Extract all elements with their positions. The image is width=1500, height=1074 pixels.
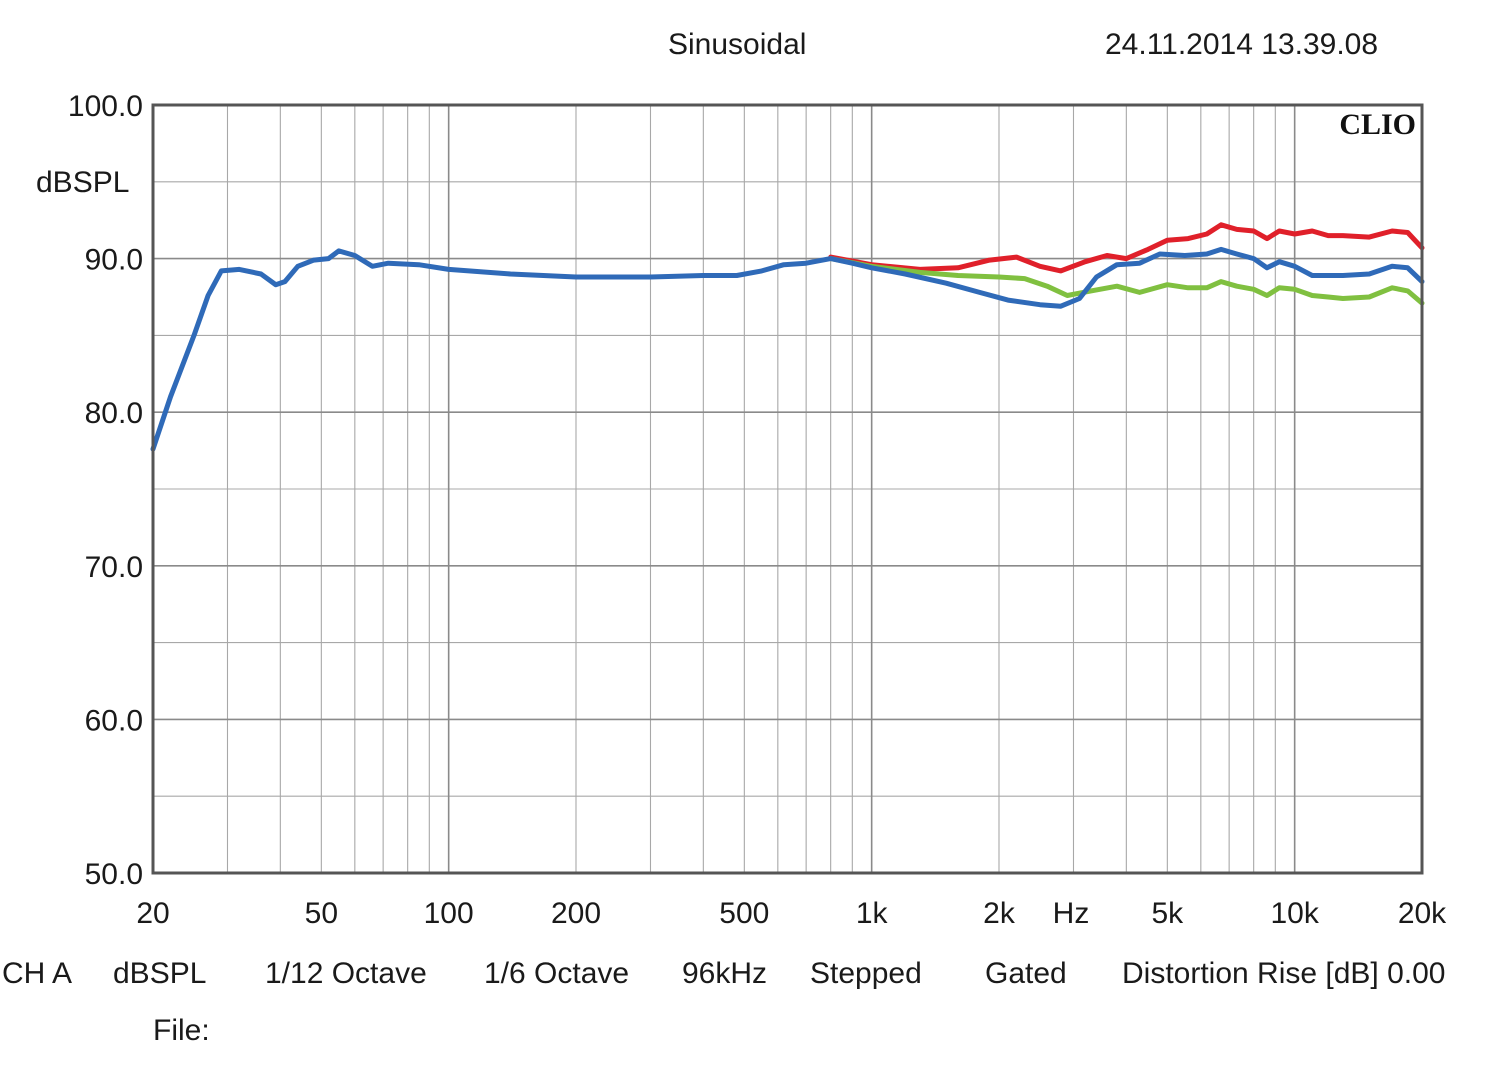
y-tick-label: 100.0 [68, 90, 143, 123]
y-tick-labels: 100.0 90.0 80.0 70.0 60.0 50.0 [68, 90, 143, 891]
y-tick-label: 80.0 [85, 397, 143, 430]
footer-window: Gated [985, 957, 1067, 990]
series-line-blue [150, 246, 1425, 452]
y-tick-label: 50.0 [85, 858, 143, 891]
x-tick-labels: 20 50 100 200 500 1k 2k 5k 10k 20k [136, 897, 1447, 930]
x-tick-label: 20k [1398, 897, 1447, 930]
footer-unit: dBSPL [113, 957, 206, 990]
grid-minor [153, 105, 1422, 873]
footer-file-label: File: [153, 1014, 210, 1047]
x-tick-label: 5k [1151, 897, 1184, 930]
x-tick-label: 2k [983, 897, 1016, 930]
footer-mode: Stepped [810, 957, 922, 990]
footer-distortion: Distortion Rise [dB] 0.00 [1122, 957, 1445, 990]
x-tick-label: 500 [719, 897, 769, 930]
footer-settings-row: CH A dBSPL 1/12 Octave 1/6 Octave 96kHz … [2, 957, 1445, 990]
series-layer [150, 222, 1425, 452]
x-axis-label: Hz [1053, 897, 1090, 930]
footer-channel: CH A [2, 957, 72, 990]
x-tick-label: 20 [136, 897, 169, 930]
x-tick-label: 50 [305, 897, 338, 930]
measurement-timestamp: 24.11.2014 13.39.08 [1105, 28, 1379, 61]
y-tick-label: 90.0 [85, 244, 143, 277]
clio-brand-label: CLIO [1339, 108, 1416, 141]
x-tick-label: 1k [856, 897, 889, 930]
y-tick-label: 70.0 [85, 551, 143, 584]
footer-smoothing: 1/12 Octave [265, 957, 427, 990]
x-tick-label: 10k [1270, 897, 1319, 930]
series-line-green [828, 256, 1425, 306]
footer-sample-rate: 96kHz [682, 957, 767, 990]
chart-title: Sinusoidal [668, 28, 807, 61]
y-axis-label: dBSPL [36, 166, 129, 199]
plot-frame [151, 103, 1424, 875]
footer-resolution: 1/6 Octave [484, 957, 629, 990]
series-line-red [828, 222, 1425, 274]
y-tick-label: 60.0 [85, 704, 143, 737]
x-tick-label: 200 [551, 897, 601, 930]
x-tick-label: 100 [424, 897, 474, 930]
